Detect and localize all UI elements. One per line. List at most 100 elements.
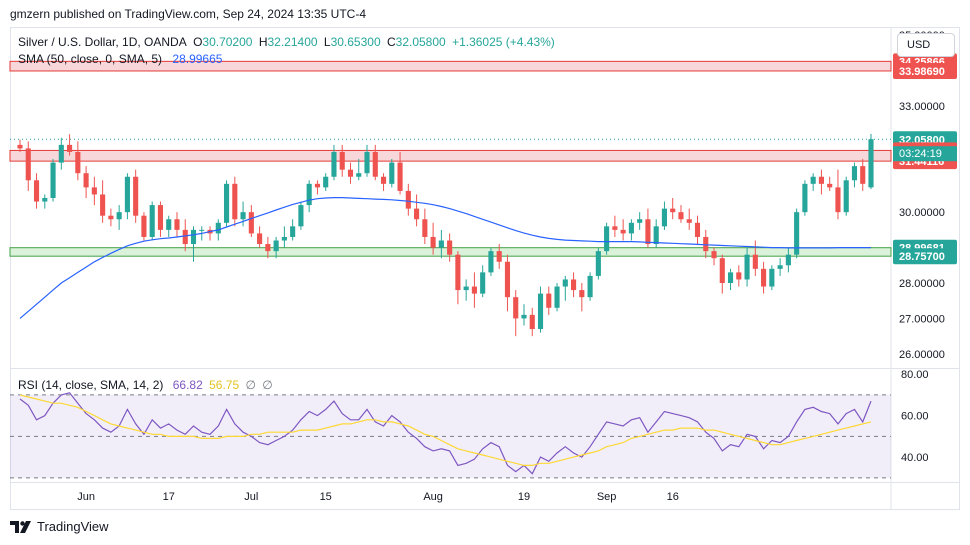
candle-body [694,222,701,237]
sma-label[interactable]: SMA (50, close, 0, SMA, 5) [18,52,163,66]
candle-body [248,212,254,234]
close-value: 32.05800 [395,35,446,49]
candle-body [75,151,81,174]
candle-body [414,208,420,220]
candle-body [537,293,544,330]
candle-body [265,244,271,252]
countdown-text: 03:24:19 [899,148,942,160]
candle-body [637,219,643,223]
chart-frame [10,27,960,510]
candle-body [703,236,709,252]
rsi-tick-label: 40.00 [901,452,929,464]
close-label: C [386,35,396,49]
countdown-box [893,146,957,162]
candle-body [488,251,494,273]
high-label: H [258,35,268,49]
candle-body [42,198,48,202]
candle-body [339,151,345,170]
price-label-box [893,248,957,265]
rsi-tick-label: 80.00 [901,369,929,381]
candle-body [620,229,626,234]
candle-body [298,205,304,227]
candle-body [397,162,403,191]
candle-body [182,229,188,245]
candle-body [33,180,40,202]
low-label: L [323,35,331,49]
open-label: O [193,35,203,49]
candle-body [744,254,750,280]
rsi-ma-line [19,394,872,466]
candle-body [364,151,370,174]
price-label-text: 28.75700 [899,251,945,263]
price-tick-label: 28.00000 [899,278,945,290]
rsi-extra-1: ∅ [245,378,256,392]
rsi-line [19,392,872,475]
footer-brand-label: TradingView [37,519,109,534]
candle-body [727,272,734,283]
symbol-title[interactable]: Silver / U.S. Dollar, 1D, OANDA [18,35,187,49]
candle-body [513,297,519,319]
candle-body [595,251,601,276]
sma-line [19,197,871,319]
candle-body [529,314,535,330]
time-tick-label: Jul [244,491,258,503]
candle-body [860,166,866,184]
price-label-box [893,62,957,79]
candle-body [480,272,486,294]
footer-brand[interactable]: TradingView [10,519,109,534]
candle-body [645,219,651,245]
time-tick-label: 15 [320,491,332,503]
candle-body [174,219,180,230]
candle-body [554,286,560,308]
rsi-tick-label: 60.00 [901,411,929,423]
candle-body [314,183,320,188]
price-tick-label: 27.00000 [899,313,945,325]
candle-body [496,251,502,262]
candle-body [463,286,469,291]
zone-resistance-0 [9,60,892,72]
candle-body [794,212,800,255]
publish-header: gmzern published on TradingView.com, Sep… [10,7,366,21]
candle-body [190,229,197,245]
sma-legend: SMA (50, close, 0, SMA, 5) 28.99665 [18,52,225,66]
candle-body [141,215,147,237]
candle-body [827,183,833,188]
candle-body [851,166,858,181]
change-value: +1.36025 (+4.43%) [452,35,555,49]
time-tick-label: 19 [518,491,530,503]
candle-body [273,240,279,252]
candle-body [405,190,411,209]
candle-body [372,151,378,177]
price-tick-label: 26.00000 [899,349,945,361]
candle-body [331,151,337,177]
high-value: 32.21400 [267,35,318,49]
candle-body [83,173,89,188]
candle-body [438,240,444,248]
candle-body [257,233,263,245]
candle-body [628,222,634,234]
time-tick-label: 17 [163,491,175,503]
candle-body [802,183,808,213]
candle-body [25,148,31,181]
candle-body [223,183,230,223]
candle-body [521,314,527,319]
candle-body [562,279,568,287]
candle-body [587,275,593,298]
open-value: 30.70200 [202,35,253,49]
price-tick-label: 30.00000 [899,207,945,219]
rsi-label[interactable]: RSI (14, close, SMA, 14, 2) [18,378,164,392]
candle-body [769,268,775,287]
candle-body [719,258,725,283]
currency-button[interactable]: USD [897,33,955,57]
candle-body [604,226,610,252]
candle-body [166,219,172,230]
candle-body [215,222,221,234]
rsi-value: 66.82 [172,378,203,392]
candle-body [422,219,428,237]
time-tick-label: Aug [423,491,443,503]
low-value: 30.65300 [330,35,381,49]
candle-body [17,144,23,149]
candle-body [835,187,841,213]
candle-body [761,268,767,287]
